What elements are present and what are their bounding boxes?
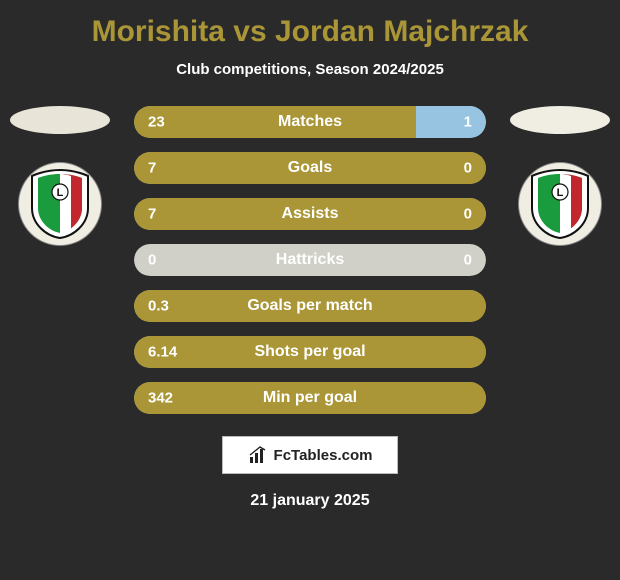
watermark-badge: FcTables.com (222, 436, 398, 474)
watermark-text: FcTables.com (274, 447, 373, 464)
stat-row: 342 Min per goal (134, 382, 486, 414)
stat-row: 0.3 Goals per match (134, 290, 486, 322)
stat-label: Goals per match (247, 297, 372, 315)
stat-value-left: 0 (148, 252, 156, 269)
stats-area: L L 23 Matches 1 7 Goals 0 7 Assists 0 0 Hattricks… (0, 106, 620, 414)
stat-value-right: 1 (464, 114, 472, 131)
stat-value-right: 0 (464, 206, 472, 223)
stat-label: Matches (278, 113, 342, 131)
stat-value-right: 0 (464, 252, 472, 269)
page-title: Morishita vs Jordan Majchrzak (92, 15, 529, 49)
player-right-oval (510, 106, 610, 134)
stat-bars: 23 Matches 1 7 Goals 0 7 Assists 0 0 Hattricks 0 0.3… (134, 106, 486, 414)
player-left-oval (10, 106, 110, 134)
stat-label: Min per goal (263, 389, 357, 407)
stat-bar-left-fill (134, 106, 416, 138)
svg-text:L: L (557, 187, 564, 199)
date-text: 21 january 2025 (250, 492, 369, 510)
stat-bar-right-fill (416, 106, 486, 138)
player-right-club-badge: L (518, 162, 602, 246)
stat-row: 7 Goals 0 (134, 152, 486, 184)
stat-row: 6.14 Shots per goal (134, 336, 486, 368)
legia-shield-icon: L (26, 168, 94, 240)
page-subtitle: Club competitions, Season 2024/2025 (176, 61, 444, 78)
svg-text:L: L (57, 187, 64, 199)
stat-value-left: 7 (148, 206, 156, 223)
stat-value-left: 0.3 (148, 298, 169, 315)
bar-chart-icon (248, 445, 268, 465)
stat-value-left: 23 (148, 114, 165, 131)
stat-value-left: 6.14 (148, 344, 177, 361)
stat-label: Shots per goal (254, 343, 365, 361)
stat-row: 0 Hattricks 0 (134, 244, 486, 276)
player-left-badge-group: L (10, 106, 110, 246)
stat-label: Goals (288, 159, 332, 177)
player-right-badge-group: L (510, 106, 610, 246)
player-left-club-badge: L (18, 162, 102, 246)
stat-value-right: 0 (464, 160, 472, 177)
stat-value-left: 342 (148, 390, 173, 407)
stat-label: Hattricks (276, 251, 344, 269)
legia-shield-icon: L (526, 168, 594, 240)
comparison-infographic: Morishita vs Jordan Majchrzak Club compe… (0, 0, 620, 580)
stat-value-left: 7 (148, 160, 156, 177)
stat-row: 23 Matches 1 (134, 106, 486, 138)
stat-row: 7 Assists 0 (134, 198, 486, 230)
stat-label: Assists (282, 205, 339, 223)
